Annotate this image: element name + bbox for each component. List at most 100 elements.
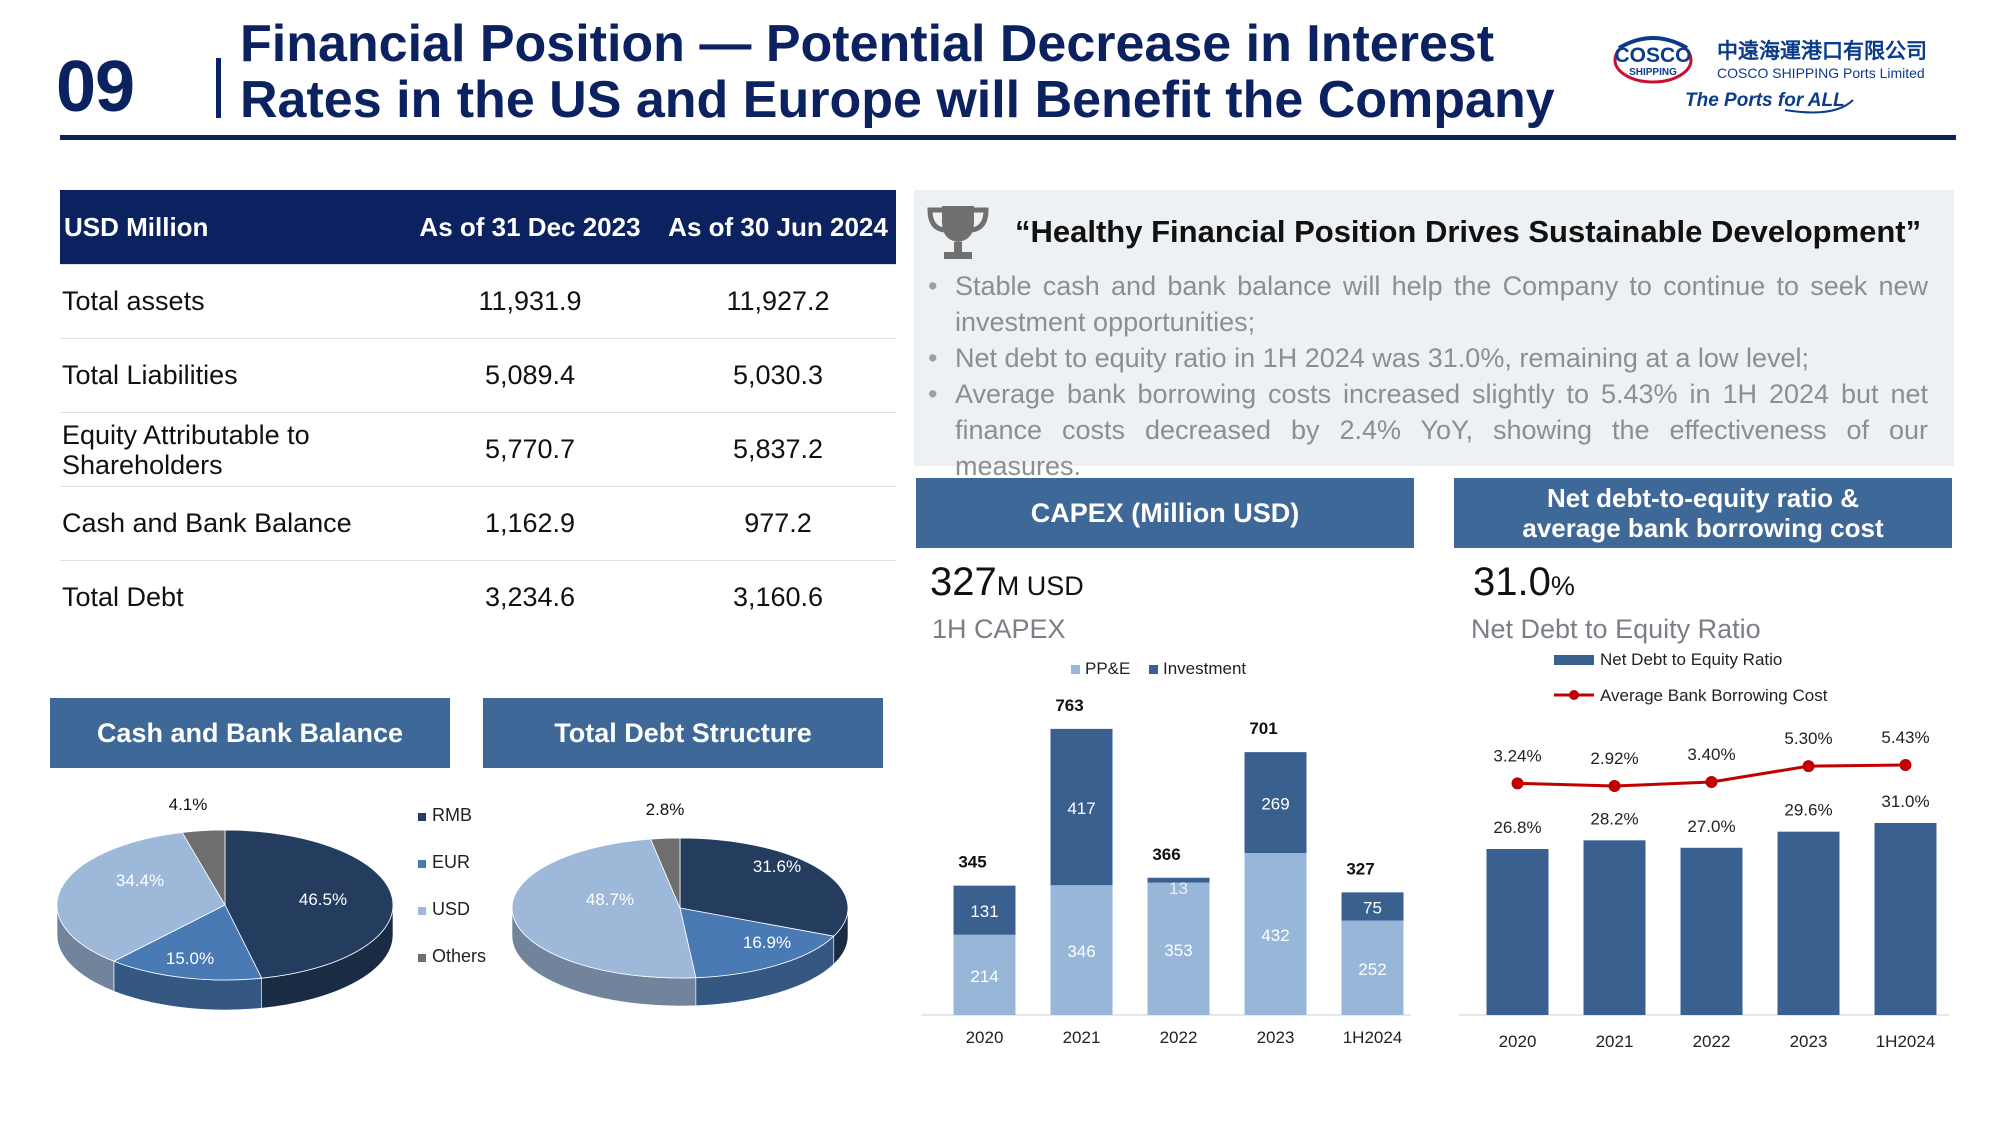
bar-total-label: 701 [1249, 719, 1277, 738]
legend-label: Average Bank Borrowing Cost [1600, 686, 1828, 705]
x-tick-label: 2020 [1499, 1032, 1537, 1051]
bar-net-debt-ratio-2021 [1583, 840, 1646, 1015]
bar-investment-2022 [1147, 877, 1210, 883]
cash-balance-pie-chart: 46.5% 15.0% 34.4% 4.1% [56, 795, 394, 1011]
pie-slice-others [181, 829, 226, 907]
bar-data-label: 353 [1164, 941, 1192, 960]
table-header-cell: As of 30 Jun 2024 [660, 190, 896, 265]
legend-swatch [418, 907, 426, 915]
line-marker [1511, 777, 1524, 790]
pie-legend: RMB EUR USD Others [418, 805, 486, 966]
pie-slice-eur [679, 907, 835, 979]
row-value-2023: 3,234.6 [400, 560, 660, 634]
line-data-label: 5.43% [1881, 728, 1929, 747]
row-label: Total Liabilities [60, 338, 400, 413]
pie-data-label: 34.4% [116, 871, 164, 890]
quote-title: “Healthy Financial Position Drives Susta… [1015, 214, 1922, 249]
title-line-1: Financial Position — Potential Decrease … [240, 15, 1495, 73]
bar-net-debt-ratio-2020 [1486, 849, 1549, 1015]
pie-data-label: 48.7% [586, 890, 634, 909]
row-label: Total Debt [60, 560, 400, 634]
logo-chinese-name: 中遠海運港口有限公司 [1717, 39, 1927, 63]
x-tick-label: 2020 [966, 1028, 1004, 1047]
bar-data-label: 29.6% [1784, 801, 1832, 820]
row-label: Total assets [60, 264, 400, 339]
cash-balance-header: Cash and Bank Balance [50, 698, 450, 768]
pie-data-label: 15.0% [166, 949, 214, 968]
legend-label: PP&E [1085, 659, 1130, 678]
row-label: Cash and Bank Balance [60, 486, 400, 561]
pie-slice-usd [511, 838, 697, 979]
pie-data-label: 4.1% [169, 795, 208, 814]
pie-slice-eur [112, 904, 263, 981]
company-logo: COSCO SHIPPING 中遠海運港口有限公司 COSCO SHIPPING… [1613, 36, 1927, 114]
pie-slice-usd [56, 832, 226, 962]
row-value-2024: 11,927.2 [660, 264, 896, 339]
capex-value: 327 [930, 560, 997, 604]
legend-swatch [418, 860, 426, 868]
x-tick-label: 2022 [1160, 1028, 1198, 1047]
pie-data-label: 46.5% [299, 890, 347, 909]
logo-english-name: COSCO SHIPPING Ports Limited [1717, 65, 1925, 81]
x-tick-label: 1H2024 [1876, 1032, 1936, 1051]
bullet-item: Average bank borrowing costs increased s… [928, 376, 1928, 484]
pie-slice-rmb [679, 837, 849, 937]
bar-data-label: 214 [970, 967, 998, 986]
row-label: Equity Attributable to Shareholders [60, 412, 400, 487]
bar-total-label: 763 [1055, 696, 1083, 715]
debt-structure-header: Total Debt Structure [483, 698, 883, 768]
line-data-label: 2.92% [1590, 749, 1638, 768]
bar-data-label: 269 [1261, 795, 1289, 814]
bar-investment-2020 [953, 885, 1016, 935]
capex-caption: 1H CAPEX [932, 614, 1066, 644]
row-value-2023: 11,931.9 [400, 264, 660, 339]
debt-structure-pie-chart: 31.6% 16.9% 48.7% 2.8% [511, 800, 849, 1007]
title-line-2: Rates in the US and Europe will Benefit … [240, 71, 1555, 129]
legend-swatch [1554, 655, 1594, 665]
title-divider [216, 58, 221, 118]
row-value-2023: 5,770.7 [400, 412, 660, 487]
ratio-big-value: 31.0% [1473, 560, 1575, 605]
header-rule [60, 135, 1956, 140]
bar-net-debt-ratio-2022 [1680, 847, 1743, 1015]
bar-data-label: 252 [1358, 960, 1386, 979]
row-value-2024: 3,160.6 [660, 560, 896, 634]
bar-ppe-2022 [1147, 882, 1210, 1015]
legend-label: EUR [432, 852, 470, 872]
ratio-combo-chart: Net Debt to Equity Ratio Average Bank Bor… [1459, 650, 1949, 1051]
legend-swatch [418, 954, 426, 962]
capex-unit: M USD [996, 571, 1084, 601]
bullet-item: Stable cash and bank balance will help t… [928, 268, 1928, 340]
line-marker [1899, 759, 1912, 771]
logo-tagline: The Ports for ALL [1685, 90, 1845, 111]
x-tick-label: 1H2024 [1343, 1028, 1403, 1047]
legend-swatch [1149, 665, 1158, 674]
line-marker [1705, 775, 1718, 788]
page-title: Financial Position — Potential Decrease … [240, 16, 1610, 128]
logo-brand: COSCO [1614, 44, 1691, 67]
x-tick-label: 2023 [1790, 1032, 1828, 1051]
bar-ppe-1H2024 [1341, 920, 1404, 1015]
bar-investment-2023 [1244, 752, 1307, 853]
bar-data-label: 75 [1363, 898, 1382, 917]
bar-ppe-2023 [1244, 853, 1307, 1015]
line-data-label: 3.40% [1687, 745, 1735, 764]
ratio-value: 31.0 [1473, 560, 1551, 604]
pie-slice-rmb [224, 829, 394, 979]
table-row: Cash and Bank Balance 1,162.9 977.2 [60, 486, 896, 561]
bar-data-label: 13 [1169, 879, 1188, 898]
legend-label: RMB [432, 805, 472, 825]
x-tick-label: 2022 [1693, 1032, 1731, 1051]
bar-net-debt-ratio-1H2024 [1874, 823, 1937, 1015]
x-tick-label: 2021 [1063, 1028, 1101, 1047]
bar-ppe-2020 [953, 934, 1016, 1015]
bar-total-label: 327 [1346, 859, 1374, 878]
table-header-cell: As of 31 Dec 2023 [400, 190, 660, 265]
table-row: Equity Attributable to Shareholders 5,77… [60, 412, 896, 487]
legend-swatch [1071, 665, 1080, 674]
bar-data-label: 26.8% [1493, 818, 1541, 837]
bar-ppe-2021 [1050, 885, 1113, 1015]
bar-investment-2021 [1050, 728, 1113, 886]
trophy-icon [927, 206, 989, 259]
row-value-2023: 5,089.4 [400, 338, 660, 413]
